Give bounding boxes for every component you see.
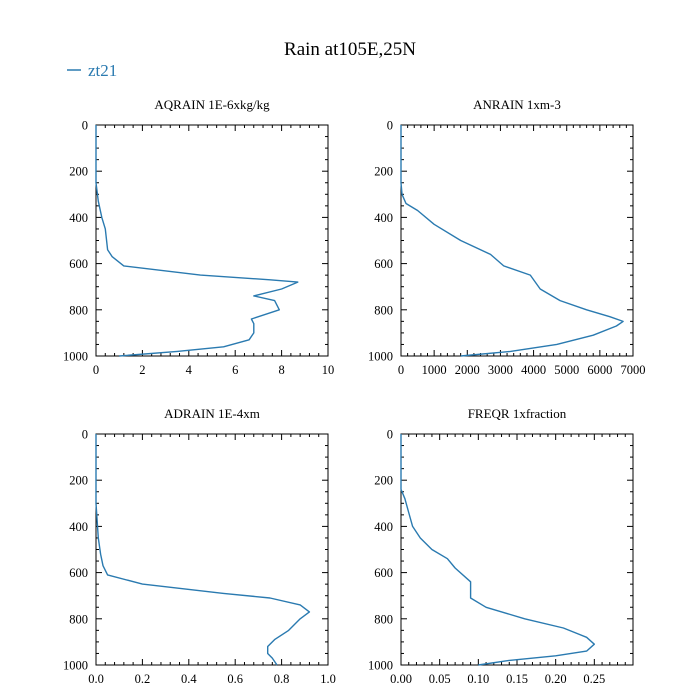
x-tick-label: 3000 (488, 363, 513, 377)
y-tick-label: 0 (82, 428, 88, 442)
y-tick-label: 400 (374, 520, 393, 534)
x-tick-label: 0.15 (506, 672, 528, 686)
y-tick-label: 600 (374, 257, 393, 271)
y-tick-label: 0 (387, 428, 393, 442)
y-tick-label: 800 (374, 303, 393, 317)
panel-4: FREQR 1xfraction 0.00 0.05 0.10 0.15 0.20 0.25… (368, 406, 634, 686)
plot-frame (95, 124, 329, 357)
x-tick-label: 0.0 (88, 672, 104, 686)
x-tick-label: 8 (278, 363, 284, 377)
x-tick-label: 0.25 (583, 672, 605, 686)
x-tick-label: 5000 (554, 363, 579, 377)
panel-title: ANRAIN 1xm-3 (473, 97, 561, 112)
x-tick-label: 1.0 (320, 672, 336, 686)
y-tick-label: 800 (69, 612, 88, 626)
y-tick-label: 400 (69, 211, 88, 225)
legend-label: zt21 (88, 61, 117, 80)
x-tick-label: 7000 (621, 363, 646, 377)
y-tick-label: 0 (82, 119, 88, 133)
panel-3: ADRAIN 1E-4xm 0.0 0.2 0.4 0.6 0.8 1.0 0 200 400 60… (63, 406, 336, 686)
y-tick-label: 600 (69, 257, 88, 271)
series-line-zt21 (95, 434, 311, 666)
y-tick-label: 200 (69, 474, 88, 488)
series-line-zt21 (400, 434, 595, 666)
y-tick-label: 1000 (63, 350, 88, 364)
x-tick-label: 2 (139, 363, 145, 377)
x-tick-label: 0.10 (467, 672, 489, 686)
panel-title: AQRAIN 1E-6xkg/kg (154, 97, 270, 112)
x-tick-label: 0.20 (545, 672, 567, 686)
x-tick-label: 0.00 (390, 672, 412, 686)
y-tick-label: 600 (69, 566, 88, 580)
plot-frame (400, 433, 634, 666)
panel-1: AQRAIN 1E-6xkg/kg 0 2 4 6 8 10 0 200 400 600 800 100… (63, 97, 334, 377)
y-tick-label: 800 (69, 303, 88, 317)
y-tick-label: 0 (387, 119, 393, 133)
x-tick-label: 0.05 (429, 672, 451, 686)
y-tick-label: 400 (69, 520, 88, 534)
x-tick-label: 0 (93, 363, 99, 377)
x-tick-label: 0.2 (135, 672, 151, 686)
plot-panels: AQRAIN 1E-6xkg/kg 0 2 4 6 8 10 0 200 400 600 800 100… (63, 97, 646, 686)
y-tick-label: 600 (374, 566, 393, 580)
x-tick-label: 4000 (521, 363, 546, 377)
plot-frame (95, 433, 329, 666)
x-tick-label: 10 (322, 363, 335, 377)
plot-frame (400, 124, 634, 357)
series-line-zt21 (95, 125, 299, 357)
panel-title: FREQR 1xfraction (468, 406, 567, 421)
y-tick-label: 800 (374, 612, 393, 626)
panel-title: ADRAIN 1E-4xm (164, 406, 260, 421)
x-tick-label: 4 (186, 363, 193, 377)
y-tick-label: 400 (374, 211, 393, 225)
x-tick-label: 1000 (422, 363, 447, 377)
series-line-zt21 (400, 125, 624, 357)
x-tick-label: 0.8 (274, 672, 290, 686)
x-tick-label: 6000 (587, 363, 612, 377)
x-tick-label: 0.6 (227, 672, 243, 686)
panel-2: ANRAIN 1xm-30 1000 2000 3000 4000 5000 6000 700… (368, 97, 646, 377)
y-tick-label: 200 (374, 165, 393, 179)
y-tick-label: 1000 (368, 350, 393, 364)
y-tick-label: 200 (69, 165, 88, 179)
x-tick-label: 0 (398, 363, 404, 377)
x-tick-label: 0.4 (181, 672, 197, 686)
y-tick-label: 1000 (63, 659, 88, 673)
y-tick-label: 1000 (368, 659, 393, 673)
x-tick-label: 6 (232, 363, 238, 377)
figure-title: Rain at105E,25N (284, 39, 416, 60)
x-tick-label: 2000 (455, 363, 480, 377)
y-tick-label: 200 (374, 474, 393, 488)
